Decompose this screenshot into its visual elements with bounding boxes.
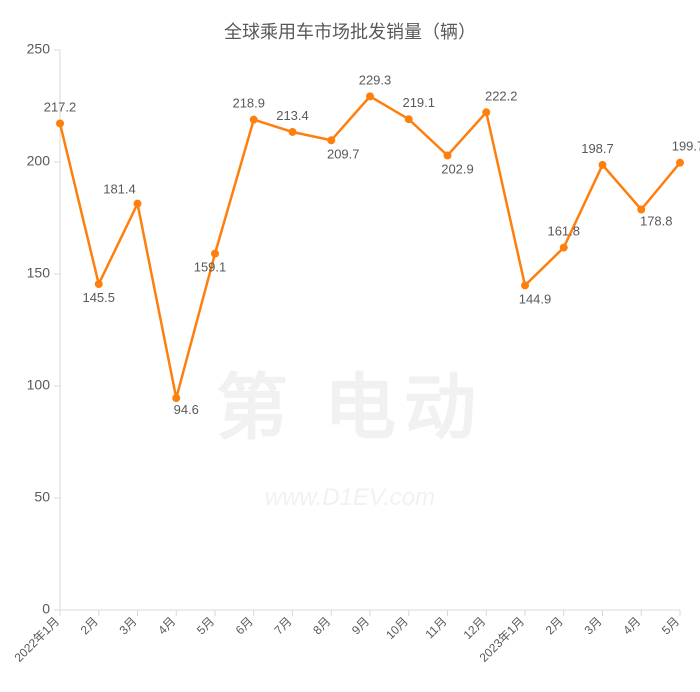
data-label: 161.8 — [547, 224, 580, 239]
data-label: 199.7 — [672, 139, 700, 154]
data-label: 222.2 — [485, 88, 518, 103]
data-label: 181.4 — [103, 182, 136, 197]
x-tick-label: 2月 — [78, 614, 101, 637]
data-marker — [134, 200, 142, 208]
x-tick-label: 7月 — [272, 614, 295, 637]
y-tick-label: 200 — [27, 153, 51, 169]
data-marker — [444, 152, 452, 160]
data-marker — [250, 116, 258, 124]
data-label: 202.9 — [441, 162, 474, 177]
data-marker — [482, 108, 490, 116]
data-marker — [327, 136, 335, 144]
x-tick-label: 2022年1月 — [12, 614, 62, 664]
x-tick-label: 5月 — [194, 614, 217, 637]
y-tick-label: 0 — [42, 601, 50, 617]
x-tick-label: 2月 — [543, 614, 566, 637]
data-marker — [637, 205, 645, 213]
x-tick-label: 3月 — [582, 614, 605, 637]
x-tick-label: 8月 — [310, 614, 333, 637]
data-marker — [521, 281, 529, 289]
y-tick-label: 250 — [27, 41, 51, 57]
data-label: 218.9 — [232, 96, 265, 111]
data-label: 94.6 — [174, 402, 199, 417]
x-tick-label: 5月 — [659, 614, 682, 637]
data-label: 144.9 — [519, 291, 552, 306]
data-label: 178.8 — [640, 213, 673, 228]
data-label: 217.2 — [44, 99, 77, 114]
x-tick-label: 4月 — [620, 614, 643, 637]
x-tick-label: 11月 — [422, 614, 449, 641]
y-tick-label: 150 — [27, 265, 51, 281]
data-label: 209.7 — [327, 146, 360, 161]
x-tick-label: 4月 — [155, 614, 178, 637]
data-marker — [289, 128, 297, 136]
data-label: 159.1 — [194, 260, 227, 275]
data-marker — [560, 244, 568, 252]
data-marker — [95, 280, 103, 288]
data-marker — [405, 115, 413, 123]
data-label: 213.4 — [276, 108, 309, 123]
y-tick-label: 50 — [34, 489, 50, 505]
data-label: 219.1 — [402, 95, 435, 110]
data-label: 229.3 — [359, 72, 392, 87]
line-chart: 第 电动 www.D1EV.com 全球乘用车市场批发销量（辆） 0501001… — [0, 0, 700, 692]
x-tick-label: 9月 — [349, 614, 372, 637]
data-marker — [56, 119, 64, 127]
data-marker — [366, 92, 374, 100]
data-marker — [172, 394, 180, 402]
x-tick-label: 12月 — [461, 614, 489, 642]
data-marker — [211, 250, 219, 258]
x-tick-label: 3月 — [117, 614, 140, 637]
data-label: 198.7 — [581, 141, 614, 156]
data-label: 145.5 — [82, 290, 115, 305]
chart-svg: 0 50 100 150 200 250 2022年1月 2月 3月 4月 5月 6月 7月 8月 9月 10… — [0, 0, 700, 692]
x-tick-label: 10月 — [383, 614, 411, 642]
y-tick-label: 100 — [27, 377, 51, 393]
data-marker — [599, 161, 607, 169]
data-marker — [676, 159, 684, 167]
x-tick-label: 6月 — [233, 614, 256, 637]
